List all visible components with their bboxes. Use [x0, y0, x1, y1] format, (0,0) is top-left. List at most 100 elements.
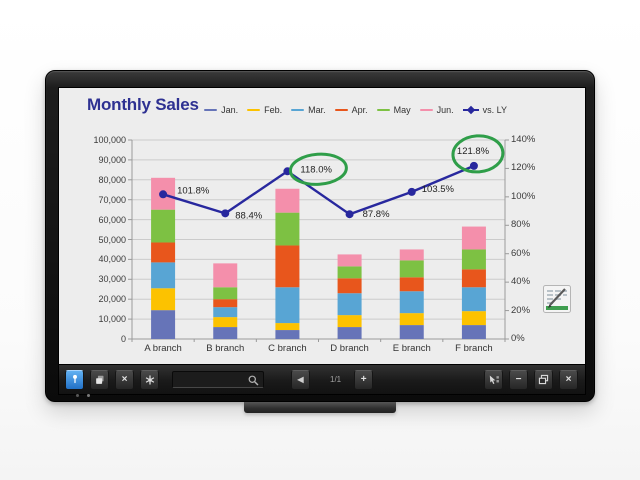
add-page-button[interactable]: +: [354, 369, 374, 390]
legend-item: Apr.: [334, 105, 368, 115]
bar-segment: [399, 277, 424, 292]
bar-segment: [337, 266, 362, 279]
settings-button[interactable]: [140, 369, 159, 390]
legend-swatch: [419, 108, 433, 112]
bar-segment: [337, 254, 362, 267]
y-left-tick-label: 40,000: [98, 254, 126, 265]
legend-label: Jan.: [221, 105, 239, 115]
whiteboard-chart-page: Monthly Sales Jan. Feb. Mar. Apr. May Jun. vs.…: [59, 88, 585, 364]
legend-swatch: [334, 108, 348, 112]
category-label: A branch: [144, 343, 182, 354]
y-left-tick-label: 60,000: [98, 214, 126, 225]
legend-swatch: [204, 108, 218, 112]
bar-segment: [399, 325, 424, 339]
annotation-circle: [288, 152, 348, 186]
bar-segment: [461, 311, 486, 326]
legend-label: May: [393, 105, 411, 115]
bar-segment: [399, 260, 424, 278]
back-arrow-icon: ◀: [297, 374, 304, 384]
y-right-tick-label: 40%: [511, 276, 531, 288]
display-screen: Monthly Sales Jan. Feb. Mar. Apr. May Jun. vs.…: [58, 87, 586, 395]
legend-label: Mar.: [308, 105, 326, 115]
bar-segment: [275, 323, 300, 331]
legend-swatch: [462, 105, 479, 114]
bar-segment: [275, 245, 300, 288]
category-label: C branch: [268, 343, 307, 354]
y-right-tick-label: 100%: [511, 190, 536, 202]
legend-item: May: [376, 105, 411, 115]
close-button[interactable]: ×: [559, 369, 578, 390]
y-right-tick-label: 20%: [511, 304, 531, 316]
bar-segment: [461, 269, 486, 288]
bar-segment: [461, 287, 486, 312]
x-icon: ×: [121, 373, 128, 385]
y-right-tick-label: 120%: [511, 162, 536, 174]
bar-segment: [275, 287, 300, 324]
bar-segment: [151, 209, 176, 243]
bar-segment: [213, 287, 238, 300]
hand-gesture-icon: [489, 374, 499, 384]
restore-window-button[interactable]: [534, 369, 553, 390]
category-label: F branch: [455, 343, 493, 354]
spreadsheet-shortcut-icon[interactable]: [543, 285, 571, 313]
plus-icon: +: [360, 373, 367, 385]
legend-item: Jan.: [204, 105, 238, 115]
pen-tool-button[interactable]: [65, 369, 84, 390]
previous-page-button[interactable]: ◀: [291, 369, 310, 390]
bar-segment: [151, 262, 176, 289]
legend-swatch: [247, 108, 261, 112]
bar-segment: [399, 291, 424, 314]
gear-icon: [145, 374, 154, 385]
bar-segment: [275, 330, 300, 339]
chart-title: Monthly Sales: [87, 95, 199, 114]
legend-label: Apr.: [351, 105, 368, 115]
bar-segment: [275, 188, 300, 213]
search-tray: [172, 371, 264, 388]
legend-swatch: [291, 108, 305, 112]
cut-tool-button[interactable]: ×: [115, 369, 134, 390]
gesture-mode-button[interactable]: [484, 369, 503, 390]
restore-window-icon: [538, 374, 549, 385]
bar-segment: [461, 249, 486, 270]
pushpin-icon: [72, 374, 77, 383]
legend-label: Feb.: [264, 105, 283, 115]
y-left-tick-label: 70,000: [98, 194, 126, 205]
stacked-pages-icon: [95, 375, 103, 384]
interactive-display-monitor: Monthly Sales Jan. Feb. Mar. Apr. May Jun. vs.…: [45, 70, 595, 402]
data-label: 101.8%: [177, 185, 210, 196]
y-left-tick-label: 0: [120, 334, 126, 344]
category-label: B branch: [206, 343, 245, 354]
pages-button[interactable]: [90, 369, 109, 390]
minimize-icon: −: [515, 373, 522, 385]
vs-ly-line: [161, 164, 476, 216]
sensor-led: [87, 394, 90, 397]
legend-swatch: [376, 108, 390, 112]
y-left-tick-label: 20,000: [98, 294, 126, 305]
bar-segment: [337, 327, 362, 339]
bar-segment: [399, 313, 424, 326]
y-right-tick-label: 60%: [511, 247, 531, 259]
bar-segment: [337, 315, 362, 328]
y-left-tick-label: 90,000: [98, 154, 126, 165]
data-label: 103.5%: [422, 184, 455, 195]
bar-segment: [461, 226, 486, 250]
bar-segment: [213, 263, 238, 288]
category-label: E branch: [392, 343, 431, 354]
data-point: [469, 161, 478, 170]
right-axis-ticks: 140% 120% 100% 80% 60% 40% 20% 0%: [511, 88, 571, 364]
bar-segment: [275, 212, 300, 246]
bar-segment: [213, 327, 238, 339]
search-input[interactable]: [175, 372, 245, 387]
combo-chart-plot: 101.8% 88.4% 118.0% 87.8% 103.5% 121.8%: [128, 134, 509, 342]
y-left-tick-label: 100,000: [93, 135, 126, 145]
minimize-button[interactable]: −: [509, 369, 528, 390]
monitor-stand: [244, 402, 396, 413]
data-label: 121.8%: [457, 146, 490, 157]
spreadsheet-chart-icon: [543, 285, 571, 313]
legend-label: vs. LY: [482, 105, 507, 115]
page-indicator: 1/1: [330, 375, 342, 384]
power-led: [76, 394, 79, 397]
legend-item: Mar.: [291, 105, 326, 115]
category-label: D branch: [330, 343, 369, 354]
